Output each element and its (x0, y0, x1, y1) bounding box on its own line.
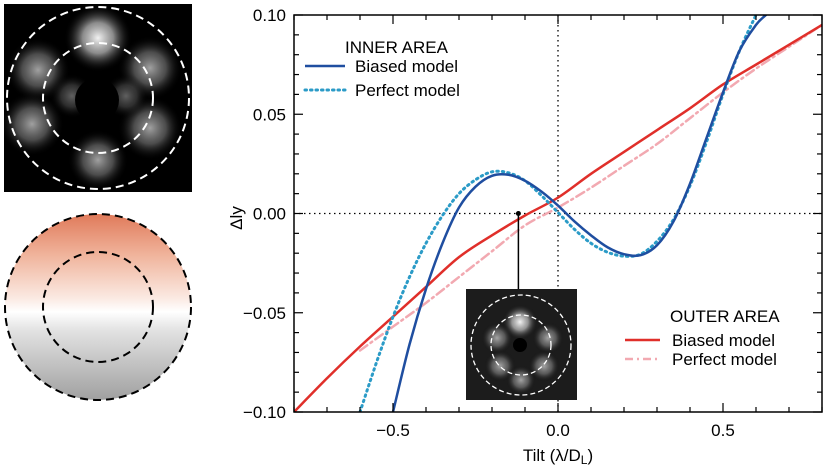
outer-biased-legend-label: Biased model (672, 331, 775, 350)
inset-pointer-dot (515, 211, 521, 216)
inner-biased-series (391, 15, 768, 412)
psf-inner-circle (42, 42, 154, 154)
outer-perfect-series (358, 23, 822, 352)
y-tick-label: 0.10 (253, 6, 286, 25)
axis-ticks (293, 14, 823, 413)
pupil-outer-circle (4, 213, 192, 401)
inner-area-legend: INNER AREA Biased model Perfect model (303, 38, 460, 100)
pupil-inner-circle (42, 251, 154, 363)
y-tick-label: −0.10 (243, 403, 286, 422)
y-tick-label: 0.05 (253, 105, 286, 124)
outer-legend-title: OUTER AREA (670, 307, 780, 326)
tick-labels: −0.5 0.0 0.5 −0.10 −0.05 0.00 0.05 0.10 (243, 6, 735, 440)
pupil-phase-map (4, 213, 192, 401)
series-layer (294, 15, 822, 412)
inner-biased-legend-label: Biased model (355, 57, 458, 76)
inner-area-psf-image (4, 4, 192, 192)
x-axis-label: Tilt (λ/DL) (523, 446, 593, 467)
psf-outer-circle (6, 6, 190, 190)
outer-biased-series (294, 23, 822, 412)
x-tick-label: −0.5 (376, 421, 410, 440)
x-tick-label: 0.5 (711, 421, 735, 440)
y-tick-label: −0.05 (243, 304, 286, 323)
outer-area-legend: OUTER AREA Biased model Perfect model (625, 307, 780, 369)
y-tick-label: 0.00 (253, 205, 286, 224)
outer-perfect-legend-label: Perfect model (672, 350, 777, 369)
y-axis-label: Δly (227, 206, 246, 230)
inner-perfect-legend-label: Perfect model (355, 81, 460, 100)
inset-psf-image (466, 289, 577, 400)
inner-legend-title: INNER AREA (345, 38, 449, 57)
x-tick-label: 0.0 (546, 421, 570, 440)
plot-area: −0.5 0.0 0.5 −0.10 −0.05 0.00 0.05 0.10 Tilt (λ… (227, 6, 823, 467)
